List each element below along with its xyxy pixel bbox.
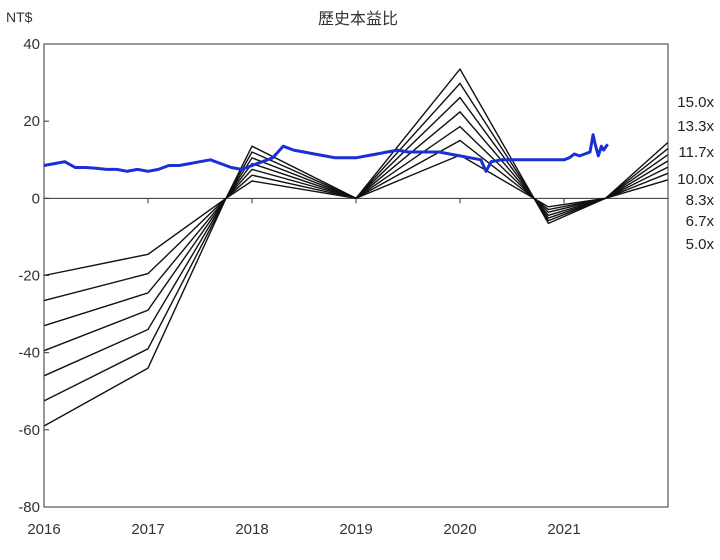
x-tick-label: 2018 <box>235 521 268 538</box>
band-label: 8.3x <box>686 192 715 209</box>
unit-label: NT$ <box>6 9 33 25</box>
chart-title: 歷史本益比 <box>318 10 398 28</box>
y-tick-label: -80 <box>18 499 40 516</box>
plot-frame <box>43 43 669 508</box>
price-series <box>43 133 609 173</box>
x-tick-label: 2019 <box>339 521 372 538</box>
band-label: 5.0x <box>686 236 715 253</box>
pe-band-line <box>43 139 669 302</box>
band-labels: 15.0x 13.3x 11.7x 10.0x 8.3x 6.7x 5.0x <box>677 94 714 253</box>
x-tick-label: 2021 <box>547 521 580 538</box>
y-tick-label: -20 <box>18 268 40 285</box>
band-label: 11.7x <box>678 144 714 161</box>
pe-bands <box>43 67 669 427</box>
band-label: 6.7x <box>686 213 715 230</box>
x-tick-label: 2020 <box>443 521 476 538</box>
band-label: 13.3x <box>677 118 714 135</box>
pe-band-line <box>43 154 669 277</box>
pe-band-line <box>43 67 669 427</box>
y-tick-label: 40 <box>23 36 40 53</box>
x-tick-label: 2017 <box>131 521 164 538</box>
price-line <box>43 133 609 173</box>
y-tick-label: -40 <box>18 345 40 362</box>
y-tick-label: 0 <box>32 190 40 207</box>
x-tick-label: 2016 <box>27 521 60 538</box>
y-tick-label: 20 <box>23 113 40 130</box>
band-label: 15.0x <box>677 94 714 111</box>
pe-band-line <box>43 110 669 352</box>
pe-band-line <box>43 96 669 377</box>
band-label: 10.0x <box>677 171 714 188</box>
pe-band-line <box>43 82 669 402</box>
axes: 40 20 0 -20 -40 -60 -80 2016 2017 2018 2019 2020 202… <box>18 36 669 538</box>
y-tick-label: -60 <box>18 422 40 439</box>
